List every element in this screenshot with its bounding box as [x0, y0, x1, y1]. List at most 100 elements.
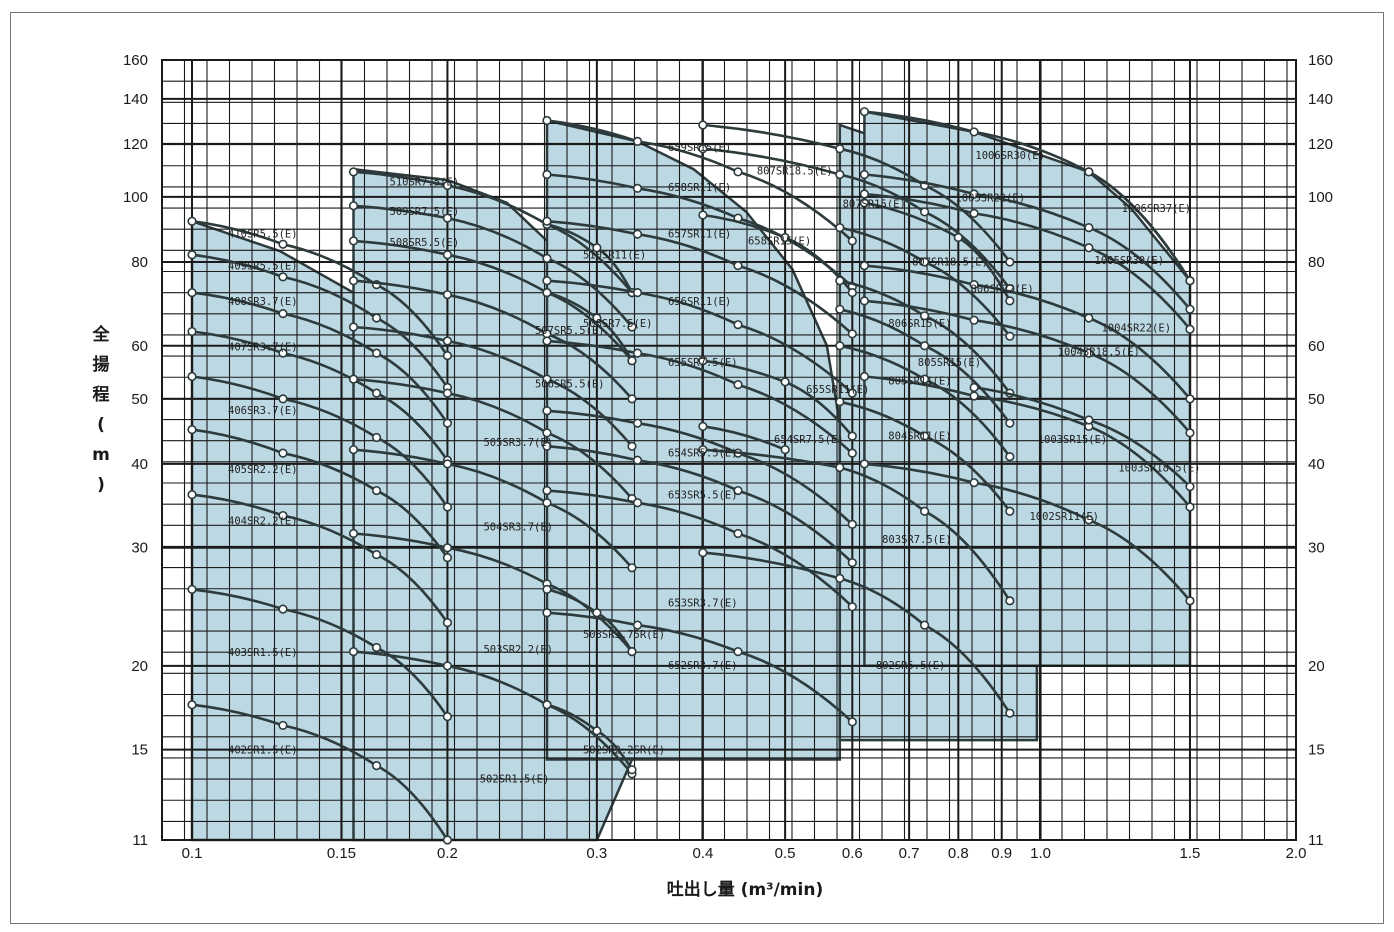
- y-tick-label-left: 160: [123, 52, 148, 69]
- model-label: 1005SR30(E): [1095, 255, 1165, 267]
- curve-504SR3.7(E): [353, 448, 633, 569]
- curve-point: [953, 232, 963, 243]
- curve-point: [835, 462, 845, 473]
- curve-point: [627, 394, 637, 404]
- curve-point: [698, 144, 708, 154]
- curve-point: [442, 351, 453, 361]
- curve-point: [969, 189, 979, 199]
- x-axis-label: 吐出し量 (m³/min): [667, 879, 823, 900]
- curve-point: [1185, 394, 1195, 404]
- y-axis-label-char: 程: [93, 385, 110, 405]
- model-label: 653SR5.5(E): [668, 490, 738, 502]
- curve-502SR1.5(E): [353, 650, 634, 775]
- curve-point: [733, 528, 743, 539]
- curve-1003SR15(E): [864, 375, 1191, 508]
- y-tick-label-left: 11: [132, 832, 148, 849]
- curve-508SR5.5(E): [353, 239, 633, 362]
- curve-point: [859, 169, 869, 180]
- curve-point: [348, 374, 359, 384]
- curve-657SR11(E): [546, 219, 854, 335]
- model-label: 1002SR11(E): [1029, 511, 1099, 523]
- curve-point: [859, 198, 869, 208]
- curve-point: [187, 216, 197, 226]
- curve-point: [969, 391, 979, 401]
- model-label: 407SR3.7(E): [228, 342, 298, 354]
- curve-1002SR11(E): [864, 462, 1191, 602]
- x-tick-label: 0.2: [437, 845, 458, 862]
- curve-point: [698, 210, 708, 220]
- curve-point: [371, 642, 382, 653]
- model-label: 502SR1.5(E): [480, 774, 550, 786]
- curve-point: [1084, 515, 1094, 525]
- curve-503SR2.2(E): [353, 532, 633, 653]
- performance-curves: [187, 107, 1195, 845]
- curve-point: [442, 250, 453, 260]
- x-tick-label: 0.5: [775, 845, 796, 862]
- curve-point: [969, 478, 979, 488]
- curve-point: [278, 510, 288, 521]
- model-label: 1003SR18.5(E): [1118, 462, 1200, 474]
- curve-404SR2.2(E): [191, 493, 449, 624]
- curve-point: [733, 380, 743, 390]
- curve-point: [1005, 257, 1015, 267]
- curve-point: [627, 647, 637, 657]
- curve-point: [371, 549, 382, 560]
- model-label: 506SR5.5(E): [535, 378, 605, 390]
- plot-border: [161, 59, 1297, 841]
- curve-point: [919, 341, 930, 351]
- curve-point: [1185, 596, 1195, 606]
- curve-point: [627, 441, 637, 451]
- curve-point: [187, 584, 197, 594]
- curve-1004SR18.5(E): [864, 299, 1191, 434]
- curve-point: [348, 322, 359, 332]
- chart-frame: [10, 12, 1384, 924]
- curve-point: [187, 371, 197, 382]
- curve-point: [542, 700, 552, 710]
- curve-point: [1005, 708, 1015, 718]
- curve-402SR1.5(E): [191, 703, 449, 841]
- curve-506SR5.5(E): [353, 325, 633, 448]
- curve-point: [442, 336, 453, 346]
- curve-point: [542, 336, 552, 346]
- curve-505SR3.7(E): [353, 377, 633, 500]
- curve-point: [733, 320, 743, 330]
- curve-point: [542, 288, 552, 298]
- curve-406SR3.7(E): [191, 375, 449, 508]
- curve-point: [371, 485, 382, 496]
- curve-point: [835, 223, 845, 233]
- curve-point: [919, 311, 930, 321]
- x-tick-label: 0.6: [842, 845, 863, 862]
- curve-point: [592, 608, 602, 618]
- curve-point: [1084, 313, 1094, 323]
- curve-point: [919, 374, 930, 384]
- curve-point: [698, 547, 708, 558]
- curve-659SR15(E): [546, 119, 854, 242]
- y-axis-label-char: (: [97, 415, 105, 435]
- curve-point: [1084, 348, 1094, 358]
- model-label: 806SR22(E): [971, 284, 1034, 296]
- curve-point: [442, 617, 453, 628]
- model-label: 803SR7.5(E): [882, 534, 952, 546]
- curve-point: [969, 382, 979, 393]
- tick-labels: 0.1 0.15 0.2 0.3 0.4 0.5 0.6 0.7 0.8 0.9 1.0 1.5 2.0…: [123, 52, 1333, 862]
- curve-654SR7.5(E): [702, 425, 786, 451]
- curve-point: [1185, 304, 1195, 314]
- curve-point: [859, 296, 869, 306]
- curve-409SR5.5(E): [191, 253, 449, 389]
- model-label: 655SR11(E): [806, 384, 869, 396]
- curve-point: [348, 445, 359, 455]
- curve-point: [632, 620, 643, 630]
- model-label: 502SR2.2SR(E): [583, 745, 665, 757]
- curve-point: [780, 445, 790, 455]
- x-tick-label: 0.15: [327, 845, 356, 862]
- curve-point: [847, 558, 857, 568]
- y-tick-label-left: 40: [131, 456, 148, 473]
- curve-point: [698, 421, 708, 431]
- curve-point: [442, 180, 453, 191]
- curve-point: [733, 167, 743, 177]
- curve-1006SR37(E): [1088, 170, 1192, 282]
- curve-point: [278, 394, 288, 404]
- curve-point: [542, 253, 552, 263]
- model-label: 654SR7.5(E): [774, 434, 844, 446]
